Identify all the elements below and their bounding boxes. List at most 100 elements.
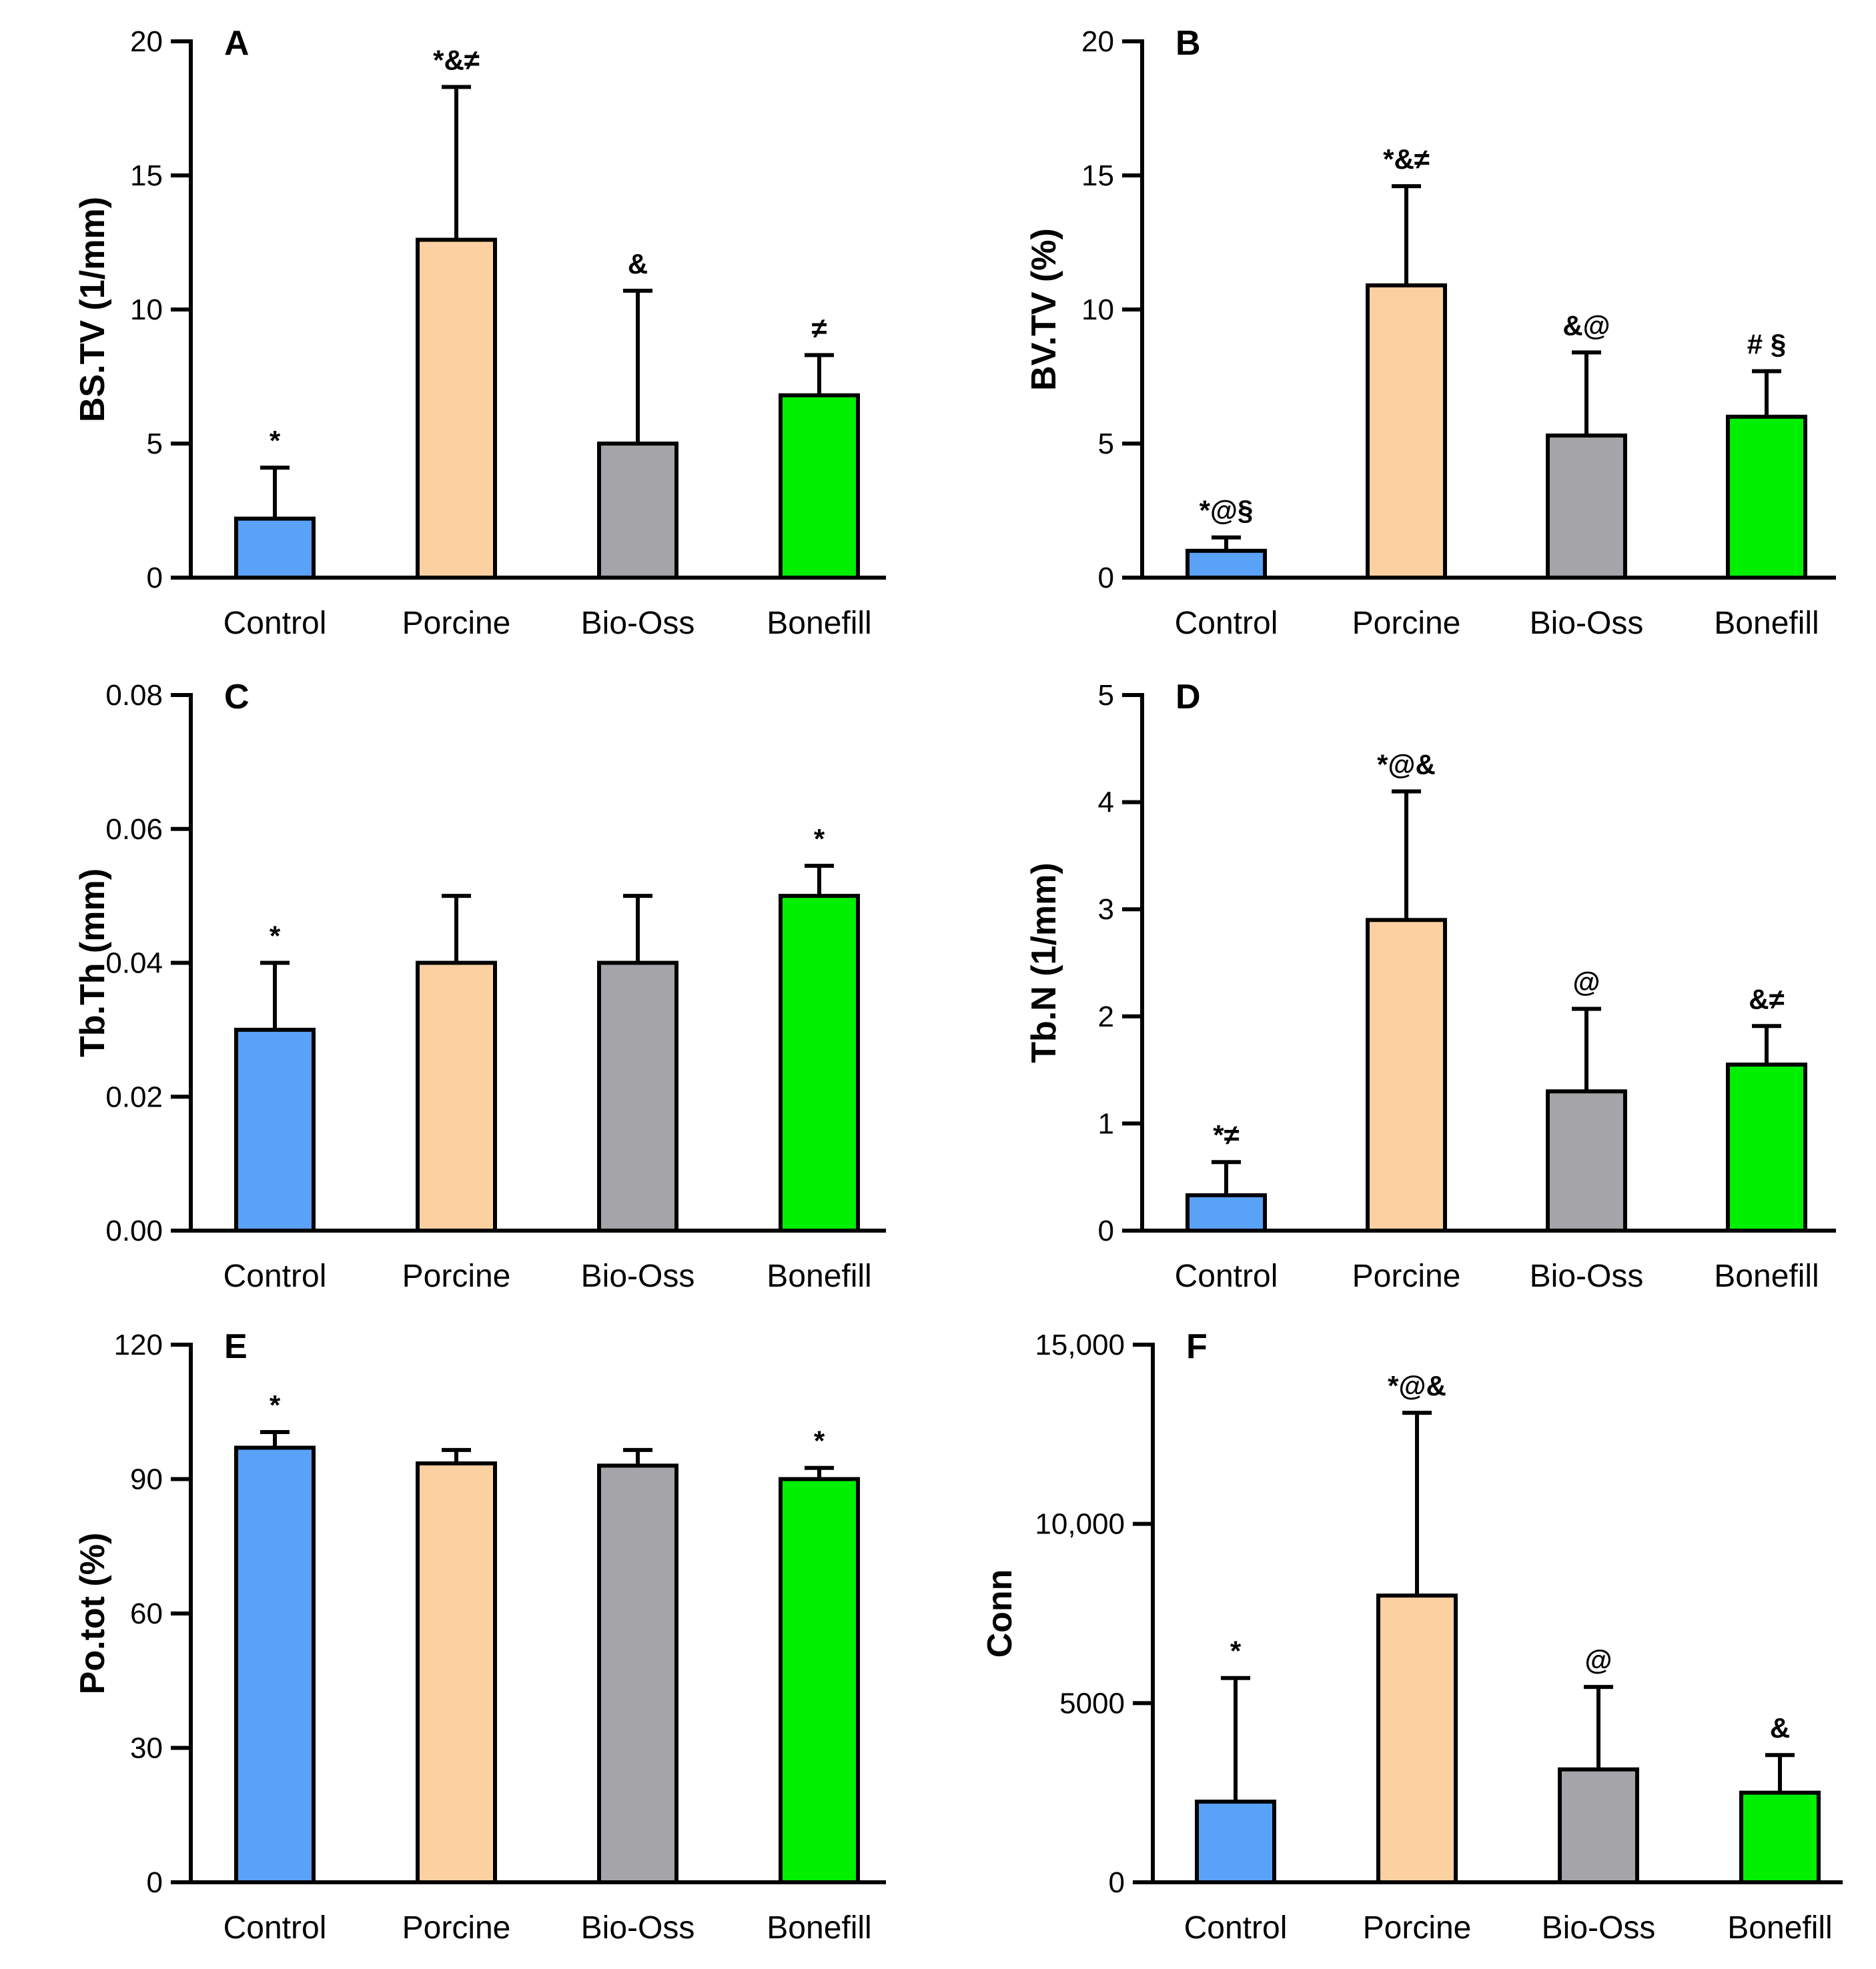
- x-tick-label: Porcine: [1363, 1910, 1472, 1946]
- bar-bio-oss: [1546, 1089, 1627, 1233]
- significance-marker: ≠: [811, 312, 827, 344]
- y-tick-label: 5: [147, 428, 163, 460]
- significance-marker: @: [1573, 966, 1600, 998]
- y-tick-label: 0: [147, 562, 163, 594]
- significance-marker: *: [1230, 1635, 1242, 1667]
- x-tick-label: Bonefill: [1714, 606, 1819, 641]
- y-tick-label: 0.00: [105, 1215, 163, 1247]
- bar-porcine: [1376, 1593, 1458, 1884]
- y-tick-label: 0: [1098, 1215, 1114, 1247]
- x-tick-label: Bonefill: [1727, 1910, 1832, 1946]
- bar-control: [234, 1445, 316, 1885]
- panel-letter: E: [224, 1327, 248, 1366]
- significance-marker: *&≠: [1383, 143, 1430, 175]
- bar-bio-oss: [1546, 433, 1627, 580]
- significance-marker: *@§: [1200, 495, 1254, 526]
- x-tick-label: Bio-Oss: [581, 1910, 695, 1946]
- y-tick-label: 10: [1081, 293, 1114, 326]
- x-tick-label: Bio-Oss: [581, 1259, 695, 1294]
- bar-control: [234, 1027, 316, 1233]
- y-tick-label: 2: [1098, 1001, 1114, 1033]
- bar-bonefill: [779, 393, 860, 580]
- significance-marker: *: [270, 1389, 281, 1421]
- x-tick-label: Bio-Oss: [1530, 606, 1644, 641]
- y-tick-label: 3: [1098, 893, 1114, 926]
- x-tick-label: Porcine: [402, 606, 511, 641]
- y-tick-label: 5000: [1059, 1687, 1125, 1720]
- y-axis-title: BS.TV (1/mm): [73, 197, 112, 422]
- y-tick-label: 20: [1081, 25, 1114, 58]
- x-tick-label: Control: [223, 1259, 327, 1294]
- panel-letter: A: [224, 24, 250, 63]
- x-tick-label: Porcine: [1352, 1259, 1461, 1294]
- panel-letter: B: [1176, 24, 1201, 63]
- y-tick-label: 5: [1098, 679, 1114, 712]
- x-tick-label: Control: [223, 606, 327, 641]
- bar-control: [1195, 1800, 1276, 1885]
- y-tick-label: 1: [1098, 1107, 1114, 1140]
- bar-porcine: [1366, 918, 1447, 1233]
- panel-c: * Control Porcine Bio-Oss * Bonefill 0.00 0.02 0…: [73, 678, 886, 1294]
- x-tick-label: Bonefill: [767, 1910, 871, 1946]
- y-tick-label: 0.02: [105, 1081, 163, 1113]
- y-tick-label: 0.04: [105, 947, 163, 980]
- y-tick-label: 0: [1109, 1866, 1125, 1899]
- y-axis-title: Po.tot (%): [73, 1533, 112, 1695]
- y-tick-label: 15: [1081, 159, 1114, 192]
- x-tick-label: Control: [223, 1910, 327, 1946]
- bar-porcine: [416, 960, 497, 1233]
- significance-marker: # §: [1747, 328, 1786, 360]
- panel-f: * Control *@& Porcine @ Bio-Oss & Bonefill 0 5000…: [981, 1327, 1843, 1946]
- bar-bonefill: [779, 1477, 860, 1884]
- bar-bonefill: [1726, 1063, 1807, 1233]
- y-tick-label: 15: [130, 159, 163, 192]
- bar-bio-oss: [597, 442, 678, 580]
- significance-marker: *: [270, 920, 281, 952]
- x-tick-label: Bio-Oss: [581, 606, 695, 641]
- bar-bio-oss: [597, 1463, 678, 1885]
- y-tick-label: 0: [1098, 562, 1114, 594]
- bar-porcine: [1366, 283, 1447, 580]
- significance-marker: &: [1770, 1712, 1790, 1744]
- significance-marker: &: [628, 248, 648, 279]
- x-tick-label: Control: [1175, 606, 1278, 641]
- y-tick-label: 30: [130, 1732, 163, 1765]
- bar-bio-oss: [1558, 1767, 1639, 1884]
- x-tick-label: Porcine: [402, 1910, 511, 1946]
- bar-porcine: [416, 1461, 497, 1885]
- y-tick-label: 4: [1098, 786, 1114, 819]
- y-tick-label: 5: [1098, 428, 1114, 460]
- y-axis-title: Tb.N (1/mm): [1025, 862, 1063, 1063]
- x-tick-label: Bio-Oss: [1530, 1259, 1644, 1294]
- bar-porcine: [416, 237, 497, 580]
- x-tick-label: Bonefill: [1714, 1259, 1819, 1294]
- significance-marker: @: [1585, 1644, 1612, 1676]
- y-tick-label: 0: [147, 1866, 163, 1899]
- x-tick-label: Bonefill: [767, 606, 871, 641]
- panel-e: * Control Porcine Bio-Oss * Bonefill 0 30 60 90 12…: [73, 1327, 886, 1946]
- bar-bonefill: [1739, 1790, 1821, 1885]
- significance-marker: *@&: [1388, 1370, 1446, 1401]
- x-tick-label: Porcine: [402, 1259, 511, 1294]
- bar-control: [234, 516, 316, 580]
- significance-marker: *: [814, 823, 825, 854]
- y-axis-title: BV.TV (%): [1025, 228, 1063, 391]
- y-axis-title: Conn: [981, 1569, 1019, 1658]
- bar-bonefill: [779, 894, 860, 1233]
- significance-marker: &≠: [1749, 983, 1784, 1015]
- bar-control: [1186, 1193, 1267, 1233]
- y-tick-label: 10,000: [1035, 1508, 1125, 1541]
- y-tick-label: 120: [114, 1329, 163, 1361]
- y-tick-label: 15,000: [1035, 1329, 1125, 1361]
- significance-marker: *&≠: [433, 44, 480, 75]
- panel-letter: F: [1186, 1327, 1208, 1366]
- y-tick-label: 60: [130, 1597, 163, 1630]
- y-tick-label: 10: [130, 293, 163, 326]
- y-tick-label: 0.06: [105, 813, 163, 846]
- significance-marker: *: [814, 1425, 825, 1457]
- significance-marker: &@: [1562, 309, 1610, 341]
- significance-marker: *@&: [1377, 749, 1436, 780]
- significance-marker: *: [270, 425, 281, 456]
- y-tick-label: 0.08: [105, 679, 163, 712]
